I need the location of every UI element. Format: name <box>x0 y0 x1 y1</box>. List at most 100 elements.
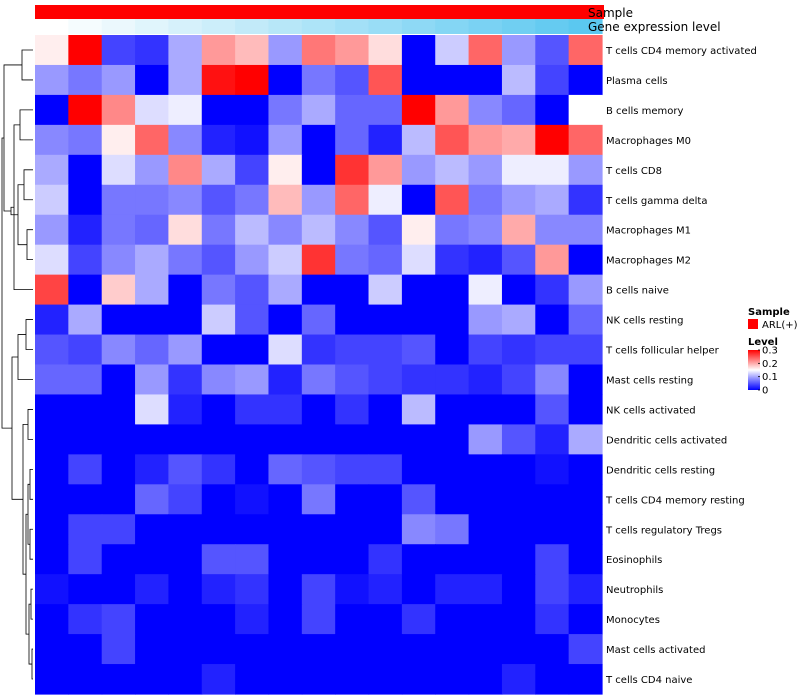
heatmap-cell <box>235 484 270 515</box>
heatmap-cell <box>101 514 136 545</box>
heatmap-cell <box>35 304 69 336</box>
heatmap-cell <box>435 35 470 66</box>
heatmap-cell <box>568 154 603 186</box>
heatmap-cell <box>101 35 136 66</box>
dendrogram-branch <box>21 49 33 81</box>
heatmap-cell <box>201 634 236 665</box>
heatmap-cell <box>35 454 69 485</box>
heatmap-cell <box>101 634 136 665</box>
row-label: NK cells resting <box>606 316 683 327</box>
heatmap-cell <box>535 274 570 306</box>
heatmap-cell <box>335 64 370 96</box>
heatmap-cell <box>568 454 603 485</box>
dendrogram-branch <box>22 424 28 575</box>
heatmap-cell <box>368 454 403 485</box>
heatmap-cell <box>135 364 170 396</box>
heatmap-cell <box>68 35 103 66</box>
heatmap-cell <box>501 124 536 156</box>
heatmap-cell <box>201 574 236 605</box>
heatmap-cell <box>568 184 603 216</box>
heatmap-cell <box>401 244 436 276</box>
heatmap-cell <box>368 184 403 216</box>
heatmap-cell <box>235 274 270 306</box>
heatmap-cell <box>268 634 303 665</box>
heatmap-cell <box>168 214 203 246</box>
heatmap-cell <box>301 364 336 396</box>
dendrogram-branch <box>1 137 12 429</box>
gene-expression-cell <box>235 19 270 34</box>
legend: Sample ARL(+) Level 0.3 0.2 0.1 0 <box>748 307 798 397</box>
heatmap-cell <box>301 64 336 96</box>
heatmap-cell <box>35 634 69 665</box>
heatmap-cell <box>68 334 103 366</box>
row-label: T cells regulatory Tregs <box>605 525 722 536</box>
heatmap-cell <box>101 604 136 635</box>
heatmap-cell <box>68 64 103 96</box>
heatmap-cell <box>535 124 570 156</box>
heatmap-cell <box>135 154 170 186</box>
heatmap-cell <box>335 124 370 156</box>
dendrogram-branch <box>23 169 33 201</box>
heatmap-cell <box>268 604 303 635</box>
heatmap-cell <box>268 544 303 575</box>
heatmap-cell <box>368 514 403 545</box>
heatmap-cell <box>435 514 470 545</box>
row-label: Neutrophils <box>606 585 663 596</box>
heatmap-cell <box>268 394 303 426</box>
dendrogram-branch <box>17 334 33 380</box>
heatmap-cell <box>201 604 236 635</box>
heatmap-cell <box>501 604 536 635</box>
heatmap-cell <box>501 364 536 396</box>
heatmap-cell <box>401 214 436 246</box>
sample-annotation-bar <box>35 5 604 19</box>
heatmap-cell <box>535 574 570 605</box>
heatmap-cell <box>535 244 570 276</box>
heatmap-cell <box>368 664 403 695</box>
heatmap-cell <box>135 124 170 156</box>
heatmap-cell <box>68 454 103 485</box>
legend-tick-label: 0.3 <box>762 346 778 357</box>
heatmap-cell <box>468 604 503 635</box>
heatmap-cell <box>501 544 536 575</box>
heatmap-cell <box>435 94 470 126</box>
heatmap-cell <box>301 484 336 515</box>
heatmap-cell <box>35 394 69 426</box>
heatmap-cell <box>168 544 203 575</box>
heatmap-cell <box>301 35 336 66</box>
heatmap-cell <box>268 574 303 605</box>
heatmap-cell <box>335 394 370 426</box>
heatmap-cell <box>135 214 170 246</box>
legend-level-ticks: 0.3 0.2 0.1 0 <box>758 346 778 397</box>
heatmap-cell <box>235 454 270 485</box>
heatmap-cell <box>368 64 403 96</box>
heatmap-cell <box>135 454 170 485</box>
heatmap-cell <box>235 364 270 396</box>
heatmap-cell <box>368 94 403 126</box>
row-label: Eosinophils <box>606 555 662 566</box>
heatmap-cell <box>68 574 103 605</box>
heatmap-cell <box>68 634 103 665</box>
heatmap-cell <box>68 394 103 426</box>
heatmap-cell <box>68 664 103 695</box>
heatmap-cell <box>168 634 203 665</box>
heatmap-cell <box>335 544 370 575</box>
heatmap-cell <box>501 154 536 186</box>
heatmap-cell <box>235 214 270 246</box>
heatmap-cell <box>335 424 370 455</box>
heatmap-cell <box>168 154 203 186</box>
heatmap-cell <box>35 214 69 246</box>
gene-expression-cell <box>501 19 536 34</box>
heatmap-cell <box>68 304 103 336</box>
heatmap-cell <box>135 604 170 635</box>
heatmap-cell <box>468 454 503 485</box>
heatmap-cell <box>268 184 303 216</box>
heatmap-cell <box>301 664 336 695</box>
heatmap-cell <box>68 514 103 545</box>
row-label: T cells CD4 memory resting <box>605 495 745 506</box>
heatmap-cell <box>235 604 270 635</box>
heatmap-cell <box>401 514 436 545</box>
heatmap-cell <box>335 664 370 695</box>
heatmap-cell <box>168 484 203 515</box>
row-label: Mast cells resting <box>606 375 693 386</box>
heatmap-cell <box>568 634 603 665</box>
